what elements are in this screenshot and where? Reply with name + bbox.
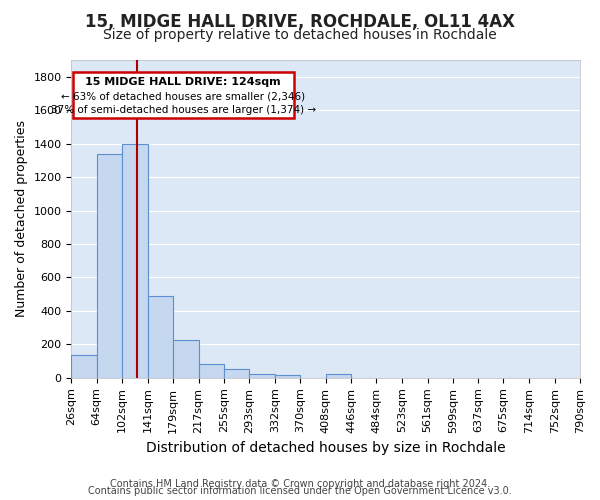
- Y-axis label: Number of detached properties: Number of detached properties: [15, 120, 28, 318]
- Bar: [199, 364, 224, 378]
- Text: Contains public sector information licensed under the Open Government Licence v3: Contains public sector information licen…: [88, 486, 512, 496]
- Bar: [148, 296, 173, 378]
- Text: Size of property relative to detached houses in Rochdale: Size of property relative to detached ho…: [103, 28, 497, 42]
- Bar: [249, 374, 275, 378]
- Bar: [173, 340, 199, 378]
- Bar: [275, 376, 301, 378]
- Text: 15, MIDGE HALL DRIVE, ROCHDALE, OL11 4AX: 15, MIDGE HALL DRIVE, ROCHDALE, OL11 4AX: [85, 12, 515, 30]
- Text: 15 MIDGE HALL DRIVE: 124sqm: 15 MIDGE HALL DRIVE: 124sqm: [85, 77, 281, 87]
- Text: 37% of semi-detached houses are larger (1,374) →: 37% of semi-detached houses are larger (…: [50, 106, 316, 116]
- Bar: [71, 355, 97, 378]
- Text: Contains HM Land Registry data © Crown copyright and database right 2024.: Contains HM Land Registry data © Crown c…: [110, 479, 490, 489]
- Bar: [224, 370, 249, 378]
- Text: ← 63% of detached houses are smaller (2,346): ← 63% of detached houses are smaller (2,…: [61, 92, 305, 102]
- Bar: [97, 154, 122, 378]
- Bar: [122, 144, 148, 378]
- Bar: [326, 374, 351, 378]
- FancyBboxPatch shape: [73, 72, 294, 118]
- X-axis label: Distribution of detached houses by size in Rochdale: Distribution of detached houses by size …: [146, 441, 506, 455]
